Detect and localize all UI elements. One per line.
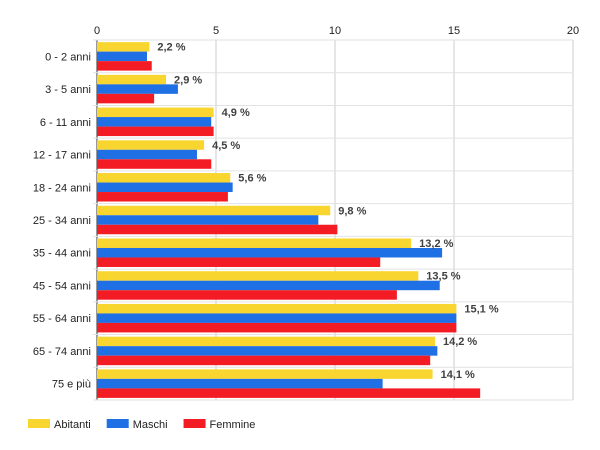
data-label: 5,6 % — [238, 173, 266, 185]
data-label: 2,9 % — [174, 74, 202, 86]
category-label: 45 - 54 anni — [33, 280, 91, 292]
bar-femmine — [97, 61, 152, 71]
category-label: 12 - 17 anni — [33, 150, 91, 162]
category-label: 65 - 74 anni — [33, 346, 91, 358]
grid-lines — [93, 39, 574, 401]
bar-abitanti — [97, 369, 433, 379]
data-label: 14,1 % — [441, 369, 475, 381]
bar-maschi — [97, 51, 147, 62]
bar-maschi — [97, 280, 440, 291]
category-label: 0 - 2 anni — [45, 51, 91, 63]
legend-label: Maschi — [133, 419, 168, 431]
data-label: 4,9 % — [222, 107, 250, 119]
bar-maschi — [97, 247, 443, 258]
bar-abitanti — [97, 336, 435, 347]
bar-femmine — [97, 290, 397, 300]
legend-swatch-maschi — [106, 419, 129, 428]
bar-maschi — [97, 215, 319, 225]
x-tick-label: 10 — [329, 25, 341, 37]
data-label: 15,1 % — [464, 303, 498, 315]
bar-femmine — [97, 159, 212, 169]
bar-femmine — [97, 126, 214, 137]
bar-maschi — [97, 117, 212, 127]
bar-femmine — [97, 257, 381, 267]
bar-abitanti — [97, 205, 331, 216]
legend-swatch-femmine — [183, 419, 206, 428]
bar-abitanti — [97, 74, 167, 85]
x-tick-label: 0 — [94, 25, 100, 37]
category-label: 18 - 24 anni — [33, 182, 91, 194]
bar-abitanti — [97, 140, 205, 150]
category-label: 3 - 5 anni — [45, 84, 91, 96]
legend-label: Abitanti — [54, 419, 91, 431]
bar-maschi — [97, 378, 383, 389]
bar-femmine — [97, 388, 481, 398]
bar-abitanti — [97, 238, 412, 248]
data-label: 2,2 % — [157, 42, 185, 54]
data-label: 9,8 % — [338, 205, 366, 217]
bar-maschi — [97, 149, 197, 160]
data-labels: 2,2 % 2,9 % 4,9 % 4,5 % 5,6 % 9,8 % 13,2 % 13,5… — [157, 42, 498, 381]
data-label: 4,5 % — [212, 140, 240, 152]
bar-abitanti — [97, 173, 231, 183]
bar-femmine — [97, 224, 338, 235]
bar-femmine — [97, 192, 228, 202]
bar-maschi — [97, 84, 178, 94]
data-label: 13,2 % — [419, 238, 453, 250]
x-tick-label: 15 — [448, 25, 460, 37]
bar-maschi — [97, 313, 457, 323]
legend-label: Femmine — [210, 419, 256, 431]
category-label: 35 - 44 anni — [33, 248, 91, 260]
bar-abitanti — [97, 303, 457, 314]
bar-maschi — [97, 182, 233, 193]
bar-maschi — [97, 346, 438, 356]
legend-swatch-abitanti — [28, 419, 50, 428]
bar-abitanti — [97, 107, 214, 118]
bars — [97, 42, 481, 398]
legend: Abitanti Maschi Femmine — [28, 419, 255, 431]
bar-femmine — [97, 355, 431, 366]
category-label: 6 - 11 anni — [40, 117, 91, 129]
bar-femmine — [97, 322, 457, 333]
category-label: 25 - 34 anni — [33, 215, 91, 227]
x-axis-ticks: 0 5 10 15 20 — [94, 25, 579, 37]
bar-abitanti — [97, 42, 150, 52]
category-label: 75 e più — [52, 379, 91, 391]
bar-abitanti — [97, 271, 419, 281]
x-tick-label: 5 — [213, 25, 219, 37]
bar-femmine — [97, 93, 155, 104]
category-labels: 0 - 2 anni 3 - 5 anni 6 - 11 anni 12 - 17 a… — [33, 51, 91, 390]
data-label: 13,5 % — [426, 271, 460, 283]
data-label: 14,2 % — [443, 336, 477, 348]
category-label: 55 - 64 anni — [33, 313, 91, 325]
x-tick-label: 20 — [567, 25, 579, 37]
